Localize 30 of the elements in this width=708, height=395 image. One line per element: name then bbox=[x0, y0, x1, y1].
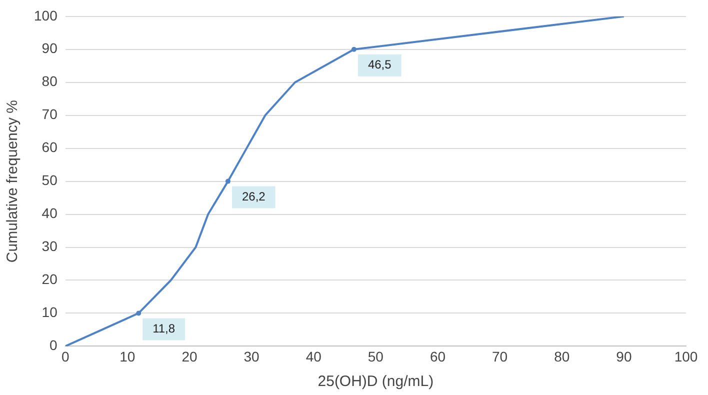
annotation: 46,5 bbox=[368, 58, 392, 72]
y-tick-label: 70 bbox=[42, 106, 58, 122]
y-tick-label: 20 bbox=[42, 271, 58, 288]
y-tick-label: 100 bbox=[34, 7, 58, 24]
x-tick-label: 70 bbox=[492, 348, 508, 364]
x-tick-label: 0 bbox=[61, 348, 70, 364]
y-tick-label: 60 bbox=[42, 139, 58, 156]
y-tick-label: 80 bbox=[42, 73, 58, 90]
point bbox=[136, 310, 142, 316]
y-tick-label: 0 bbox=[50, 337, 58, 354]
y-tick-label: 40 bbox=[42, 205, 58, 222]
x-tick-label: 50 bbox=[368, 348, 384, 364]
y-axis-title: Cumulative frequency % bbox=[4, 100, 22, 263]
y-tick-label: 90 bbox=[42, 40, 58, 56]
x-tick-label: 10 bbox=[120, 348, 136, 364]
y-tick-label: 30 bbox=[42, 238, 58, 254]
point bbox=[351, 46, 356, 52]
annotation: 26,2 bbox=[242, 190, 266, 204]
y-tick-label: 50 bbox=[42, 172, 58, 188]
y-tick-label: 10 bbox=[42, 304, 58, 320]
x-tick-label: 100 bbox=[674, 348, 698, 364]
x-tick-label: 90 bbox=[616, 348, 632, 364]
x-axis-title: 25(OH)D (ng/mL) bbox=[318, 373, 434, 390]
x-tick-label: 40 bbox=[306, 348, 322, 364]
x-tick-label: 30 bbox=[244, 348, 260, 364]
x-tick-label: 80 bbox=[554, 348, 570, 364]
x-tick-label: 20 bbox=[182, 348, 198, 364]
annotation: 11,8 bbox=[152, 322, 176, 336]
point bbox=[225, 178, 230, 184]
x-tick-label: 60 bbox=[430, 348, 446, 364]
